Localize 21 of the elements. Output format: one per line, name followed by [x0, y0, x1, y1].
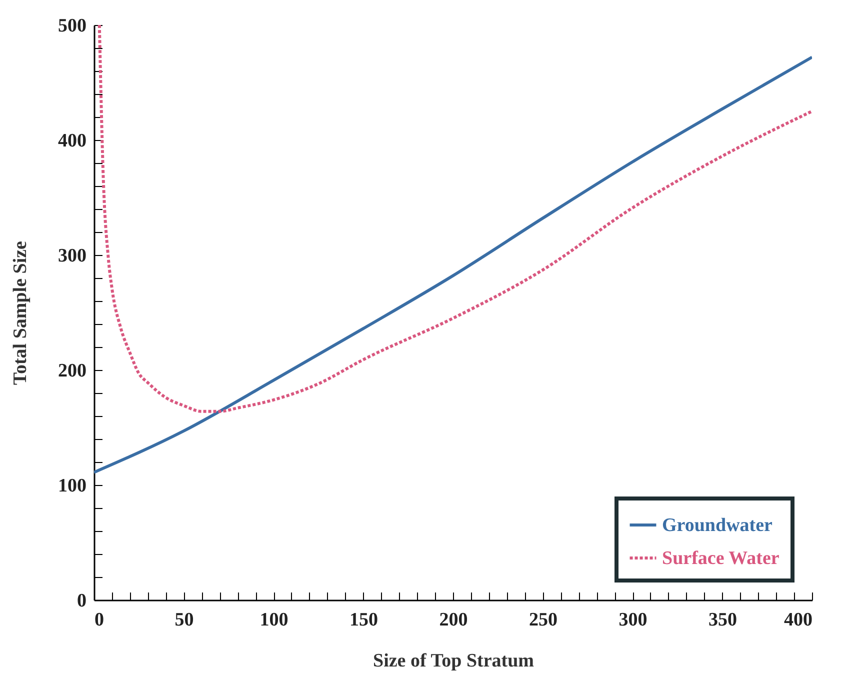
y-axis-title: Total Sample Size	[10, 241, 31, 385]
line-series	[98, 25, 812, 413]
legend-label: Groundwater	[662, 515, 774, 536]
x-tick-label: 300	[618, 610, 648, 630]
y-tick-label: 300	[58, 246, 86, 266]
y-tick-label: 0	[77, 590, 86, 612]
x-tick-label: 100	[260, 610, 288, 630]
x-tick-label: 350	[708, 610, 737, 630]
line-series	[94, 56, 812, 474]
x-tick-label: 150	[350, 610, 378, 630]
y-tick-label: 100	[58, 476, 86, 496]
y-tick-label: 400	[58, 130, 86, 152]
x-tick-label: 0	[94, 610, 104, 630]
x-tick-label: 50	[174, 610, 194, 630]
x-axis-title: Size of Top Stratum	[373, 650, 534, 672]
y-tick-label: 200	[58, 360, 86, 382]
legend-label: Surface Water	[662, 548, 780, 569]
x-tick-label: 400	[784, 610, 812, 630]
x-tick-label: 250	[529, 610, 558, 630]
y-tick-label: 500	[58, 16, 86, 36]
x-tick-label: 200	[439, 610, 468, 630]
